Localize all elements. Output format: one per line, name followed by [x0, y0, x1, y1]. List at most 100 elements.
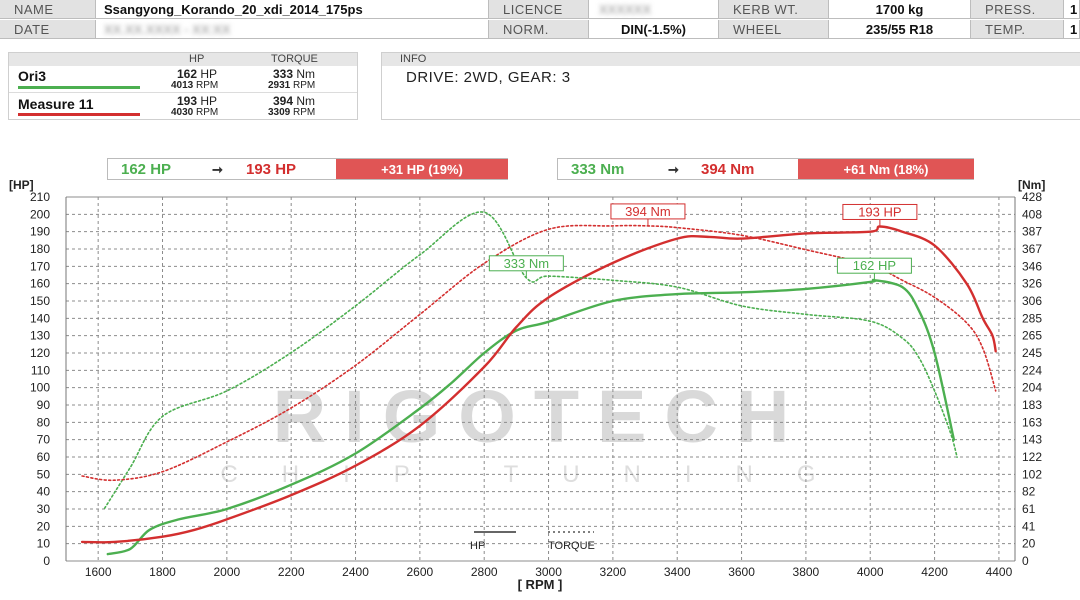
y-tick-label-left: 110	[31, 363, 50, 377]
legend-series-name: Ori3	[18, 68, 47, 84]
y-tick-label-left: 60	[37, 450, 51, 464]
y-tick-label-left: 160	[30, 277, 50, 291]
y-tick-label-right: 224	[1022, 363, 1042, 377]
legend-torque-rpm: 3309 RPM	[268, 107, 316, 118]
wheel-value: 235/55 R18	[829, 20, 971, 39]
x-tick-label: 3000	[535, 565, 562, 579]
y-tick-label-left: 200	[30, 207, 50, 221]
header-info-grid: NAME Ssangyong_Korando_20_xdi_2014_175ps…	[0, 0, 1080, 41]
annotation-label: 162 HP	[853, 258, 896, 273]
watermark-logo-text: RIGOTECH	[273, 375, 808, 458]
hp-gain-badge: +31 HP (19%)	[336, 159, 508, 179]
licence-label: LICENCE	[489, 0, 589, 19]
legend-torque-value: 333 Nm	[273, 67, 316, 81]
y-tick-label-right: 122	[1022, 450, 1042, 464]
y-tick-label-right: 163	[1022, 415, 1042, 429]
x-tick-label: 2800	[471, 565, 498, 579]
y-tick-label-right: 326	[1022, 277, 1042, 291]
y-tick-label-right: 183	[1022, 398, 1042, 412]
torque-tuned-value: 394 Nm	[701, 161, 755, 178]
x-tick-label: 2600	[407, 565, 434, 579]
y-tick-label-right: 285	[1022, 311, 1042, 325]
date-value: XX.XX.XXXX - XX:XX	[96, 20, 489, 39]
name-label: NAME	[0, 0, 96, 19]
y-axis-left-hp: 0 10 20 30 40 50 60 70 80 90 100 110 120 130 140 150 160…	[30, 190, 50, 568]
y-tick-label-right: 367	[1022, 242, 1042, 256]
series-line-ori3-hp	[106, 278, 956, 556]
x-tick-label: 4400	[986, 565, 1013, 579]
hp-summary-pill: 162 HP ➞ 193 HP +31 HP (19%)	[107, 158, 508, 180]
y-tick-label-left: 130	[30, 329, 50, 343]
y-tick-label-left: 120	[30, 346, 50, 360]
y-tick-label-right: 102	[1022, 467, 1042, 481]
annotation-label: 193 HP	[858, 204, 901, 219]
y-axis-left-label: [HP]	[9, 180, 34, 192]
y-tick-label-right: 41	[1022, 519, 1036, 533]
hp-arrow-icon: ➞	[212, 162, 223, 177]
norm-value: DIN(-1.5%)	[589, 20, 719, 39]
x-tick-label: 3200	[600, 565, 627, 579]
x-tick-label: 4200	[921, 565, 948, 579]
y-tick-label-left: 90	[37, 398, 51, 412]
legend-hp-header: HP	[189, 53, 205, 65]
y-tick-label-left: 210	[30, 190, 50, 204]
y-tick-label-left: 180	[30, 242, 50, 256]
x-tick-label: 2000	[213, 565, 240, 579]
chart-line-legend: HP TORQUE	[470, 531, 595, 552]
annotation-label: 333 Nm	[504, 256, 550, 271]
y-tick-label-right: 265	[1022, 329, 1042, 343]
annotation-label: 394 Nm	[625, 204, 671, 219]
y-tick-label-right: 306	[1022, 294, 1042, 308]
chart-series	[80, 211, 997, 556]
legend-label-hp: HP	[470, 540, 485, 552]
y-tick-label-right: 20	[1022, 537, 1036, 551]
pressure-value: 1	[1064, 0, 1080, 19]
y-tick-label-left: 170	[30, 259, 50, 273]
y-tick-label-left: 40	[37, 485, 51, 499]
temperature-label: TEMP.	[971, 20, 1064, 39]
legend-header-bar	[9, 53, 357, 66]
y-tick-label-left: 190	[30, 225, 50, 239]
annotation-box	[488, 255, 564, 272]
hp-original-value: 162 HP	[121, 161, 172, 178]
x-axis-label: [ RPM ]	[518, 577, 563, 592]
legend-torque-rpm: 2931 RPM	[268, 80, 316, 91]
y-tick-label-right: 61	[1022, 502, 1036, 516]
annotation-box	[842, 203, 918, 220]
x-tick-label: 3800	[793, 565, 820, 579]
legend-torque-header: TORQUE	[271, 53, 318, 65]
y-tick-label-left: 30	[37, 502, 51, 516]
y-tick-label-right: 143	[1022, 433, 1042, 447]
hp-tuned-value: 193 HP	[246, 161, 297, 178]
y-tick-label-left: 70	[37, 433, 51, 447]
annotation-box	[610, 203, 686, 220]
kerb-weight-label: KERB WT.	[719, 0, 829, 19]
y-tick-label-left: 100	[30, 381, 50, 395]
legend-hp-rpm: 4030 RPM	[171, 107, 219, 118]
y-tick-label-right: 408	[1022, 207, 1042, 221]
y-tick-label-right: 346	[1022, 259, 1042, 273]
kerb-weight-value: 1700 kg	[829, 0, 971, 19]
info-header: INFO	[400, 53, 427, 65]
annotation-box	[836, 257, 912, 274]
series-line-ori3-torque	[103, 211, 958, 510]
y-tick-label-right: 387	[1022, 225, 1042, 239]
norm-label: NORM.	[489, 20, 589, 39]
y-tick-label-left: 20	[37, 519, 51, 533]
x-tick-label: 3400	[664, 565, 691, 579]
y-tick-label-right: 245	[1022, 346, 1042, 360]
legend-series-swatch	[18, 113, 140, 116]
y-tick-label-right: 0	[1022, 554, 1029, 568]
torque-arrow-icon: ➞	[668, 162, 679, 177]
torque-gain-badge: +61 Nm (18%)	[798, 159, 974, 179]
legend-hp-value: 193 HP	[177, 94, 218, 108]
y-tick-label-left: 10	[37, 537, 51, 551]
y-tick-label-right: 428	[1022, 190, 1042, 204]
y-tick-label-left: 140	[30, 311, 50, 325]
y-axis-right-nm: 0 20 41 61 82 102 122 143 163 183 204 224 245 265 285 3…	[1022, 190, 1042, 568]
y-tick-label-left: 0	[43, 554, 50, 568]
y-tick-label-left: 80	[37, 415, 51, 429]
x-axis-rpm: 1600 1800 2000 2200 2400 2600 2800 3000 3200 3400…	[85, 565, 1013, 579]
temperature-value: 1	[1064, 20, 1080, 39]
measurement-legend: HP TORQUE Ori3 162 HP 4013 RPM 333 Nm 29…	[8, 52, 358, 120]
